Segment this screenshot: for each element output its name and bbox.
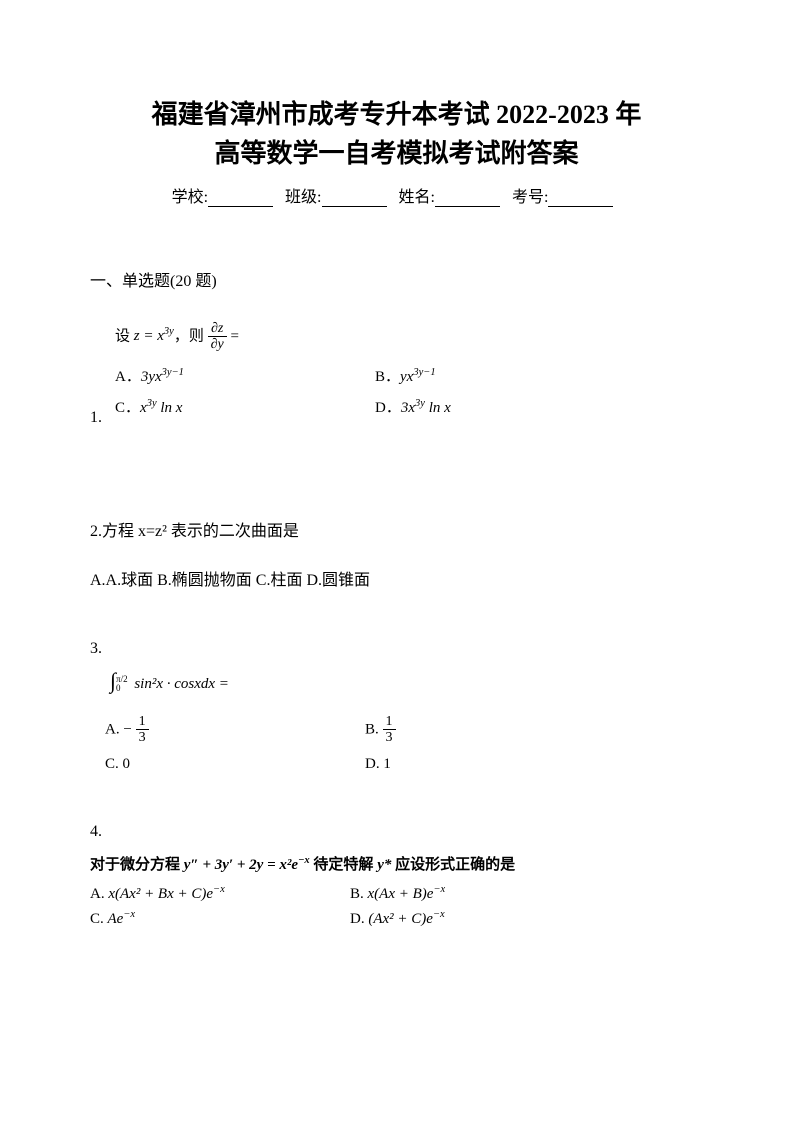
examno-blank bbox=[548, 191, 613, 207]
q4-option-a: A. x(Ax² + Bx + C)e−x bbox=[90, 884, 350, 903]
name-label: 姓名: bbox=[399, 183, 435, 207]
class-blank bbox=[322, 191, 387, 207]
q1-stem: 设 z = x3y，则 ∂z∂y = bbox=[115, 321, 451, 353]
q1-option-b: B．yx3y−1 bbox=[375, 365, 436, 386]
school-blank bbox=[208, 191, 273, 207]
q4-options: A. x(Ax² + Bx + C)e−x B. x(Ax + B)e−x C.… bbox=[90, 884, 703, 928]
q3-option-a: A. − 13 bbox=[105, 714, 365, 746]
q1-option-d: D．3x3y ln x bbox=[375, 396, 451, 417]
q3-integral: ∫π/20 sin²x · cosxdx = bbox=[110, 668, 703, 694]
title-line-2: 高等数学一自考模拟考试附答案 bbox=[90, 134, 703, 173]
q2-stem: 2.方程 x=z² 表示的二次曲面是 bbox=[90, 517, 703, 541]
question-2: 2.方程 x=z² 表示的二次曲面是 A.A.球面 B.椭圆抛物面 C.柱面 D… bbox=[90, 517, 703, 590]
name-blank bbox=[435, 191, 500, 207]
q1-number: 1. bbox=[90, 409, 102, 427]
q4-number: 4. bbox=[90, 823, 102, 841]
q3-option-d: D. 1 bbox=[365, 756, 391, 773]
q1-row-2: C．x3y ln x D．3x3y ln x bbox=[115, 396, 451, 417]
school-label: 学校: bbox=[172, 183, 208, 207]
q4-option-c: C. Ae−x bbox=[90, 909, 350, 928]
q1-partial: ∂z∂y bbox=[208, 321, 227, 353]
title-line-1: 福建省漳州市成考专升本考试 2022-2023 年 bbox=[90, 95, 703, 134]
page-title: 福建省漳州市成考专升本考试 2022-2023 年 高等数学一自考模拟考试附答案 bbox=[90, 95, 703, 173]
class-label: 班级: bbox=[285, 183, 321, 207]
q4-option-d: D. (Ax² + C)e−x bbox=[350, 909, 445, 928]
q1-option-a: A．3yx3y−1 bbox=[115, 365, 375, 386]
question-3: 3. ∫π/20 sin²x · cosxdx = A. − 13 B. 13 … bbox=[90, 640, 703, 773]
q1-stem-prefix: 设 bbox=[115, 328, 134, 344]
q1-equals: = bbox=[227, 328, 239, 344]
question-4: 4. 对于微分方程 y″ + 3y′ + 2y = x²e−x 待定特解 y* … bbox=[90, 823, 703, 928]
q4-stem: 对于微分方程 y″ + 3y′ + 2y = x²e−x 待定特解 y* 应设形… bbox=[90, 853, 703, 874]
form-fields: 学校: 班级: 姓名: 考号: bbox=[90, 183, 703, 207]
q1-row-1: A．3yx3y−1 B．yx3y−1 bbox=[115, 365, 451, 386]
q3-options: A. − 13 B. 13 C. 0 D. 1 bbox=[90, 714, 703, 773]
q1-eq: z = x3y bbox=[134, 328, 174, 344]
q4-option-b: B. x(Ax + B)e−x bbox=[350, 884, 445, 903]
q1-comma: ，则 bbox=[174, 328, 208, 344]
q3-option-c: C. 0 bbox=[105, 756, 365, 773]
question-1: 1. 设 z = x3y，则 ∂z∂y = A．3yx3y−1 B．yx3y−1… bbox=[90, 321, 703, 427]
q3-option-b: B. 13 bbox=[365, 714, 396, 746]
section-1-header: 一、单选题(20 题) bbox=[90, 267, 703, 291]
q3-number: 3. bbox=[90, 640, 102, 658]
q1-option-c: C．x3y ln x bbox=[115, 396, 375, 417]
q2-options: A.A.球面 B.椭圆抛物面 C.柱面 D.圆锥面 bbox=[90, 566, 703, 590]
examno-label: 考号: bbox=[512, 183, 548, 207]
